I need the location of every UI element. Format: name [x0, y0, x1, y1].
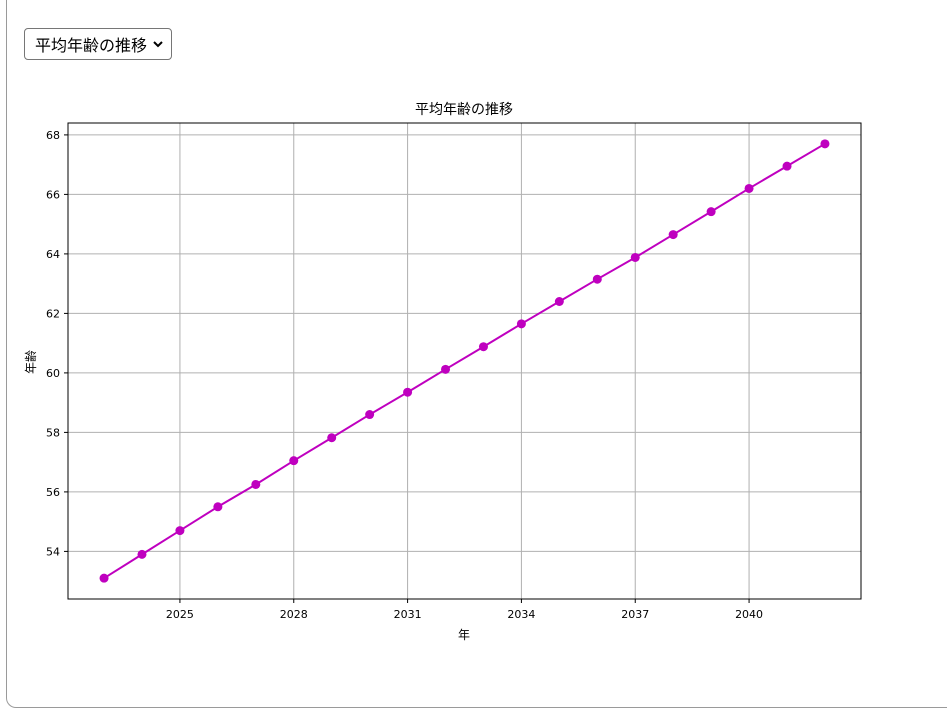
data-point: [554, 297, 564, 306]
x-tick-label: 2028: [280, 608, 308, 621]
x-tick-label: 2037: [621, 608, 649, 621]
data-point: [668, 230, 678, 240]
plot-area-frame: [67, 122, 862, 600]
x-tick-label: 2034: [507, 608, 535, 621]
data-point: [478, 342, 488, 352]
data-point: [820, 139, 830, 149]
y-tick-label: 68: [46, 129, 60, 142]
y-tick-label: 58: [46, 426, 60, 439]
data-point: [782, 161, 792, 171]
data-point: [137, 549, 147, 559]
data-point: [630, 252, 640, 262]
data-point: [592, 274, 602, 284]
data-point: [289, 456, 299, 466]
window-frame: [6, 0, 947, 708]
y-tick-label: 56: [46, 486, 60, 499]
data-point: [251, 479, 261, 489]
x-axis-label: 年: [458, 628, 470, 642]
y-tick-label: 66: [46, 188, 60, 201]
y-tick-label: 54: [46, 545, 60, 558]
data-point: [175, 526, 185, 536]
chart-select-dropdown[interactable]: 平均年齢の推移: [24, 28, 172, 60]
data-point: [706, 207, 716, 217]
series-line: [103, 142, 826, 580]
data-point: [365, 410, 375, 420]
chevron-down-icon: [153, 41, 163, 48]
data-point: [327, 433, 337, 443]
y-axis-label: 年齢: [23, 350, 38, 374]
data-point: [516, 319, 526, 329]
data-point: [213, 502, 223, 512]
y-tick-label: 60: [46, 367, 60, 380]
x-tick-label: 2031: [394, 608, 422, 621]
chart-select-value: 平均年齢の推移: [35, 36, 148, 55]
chart-title: 平均年齢の推移: [415, 102, 513, 118]
y-tick-label: 62: [46, 307, 60, 320]
y-tick-label: 64: [46, 248, 60, 261]
data-point: [744, 183, 754, 193]
data-point: [99, 573, 109, 583]
data-point: [441, 364, 451, 374]
x-tick-label: 2025: [166, 608, 194, 621]
data-point: [403, 387, 413, 397]
x-tick-label: 2040: [735, 608, 763, 621]
